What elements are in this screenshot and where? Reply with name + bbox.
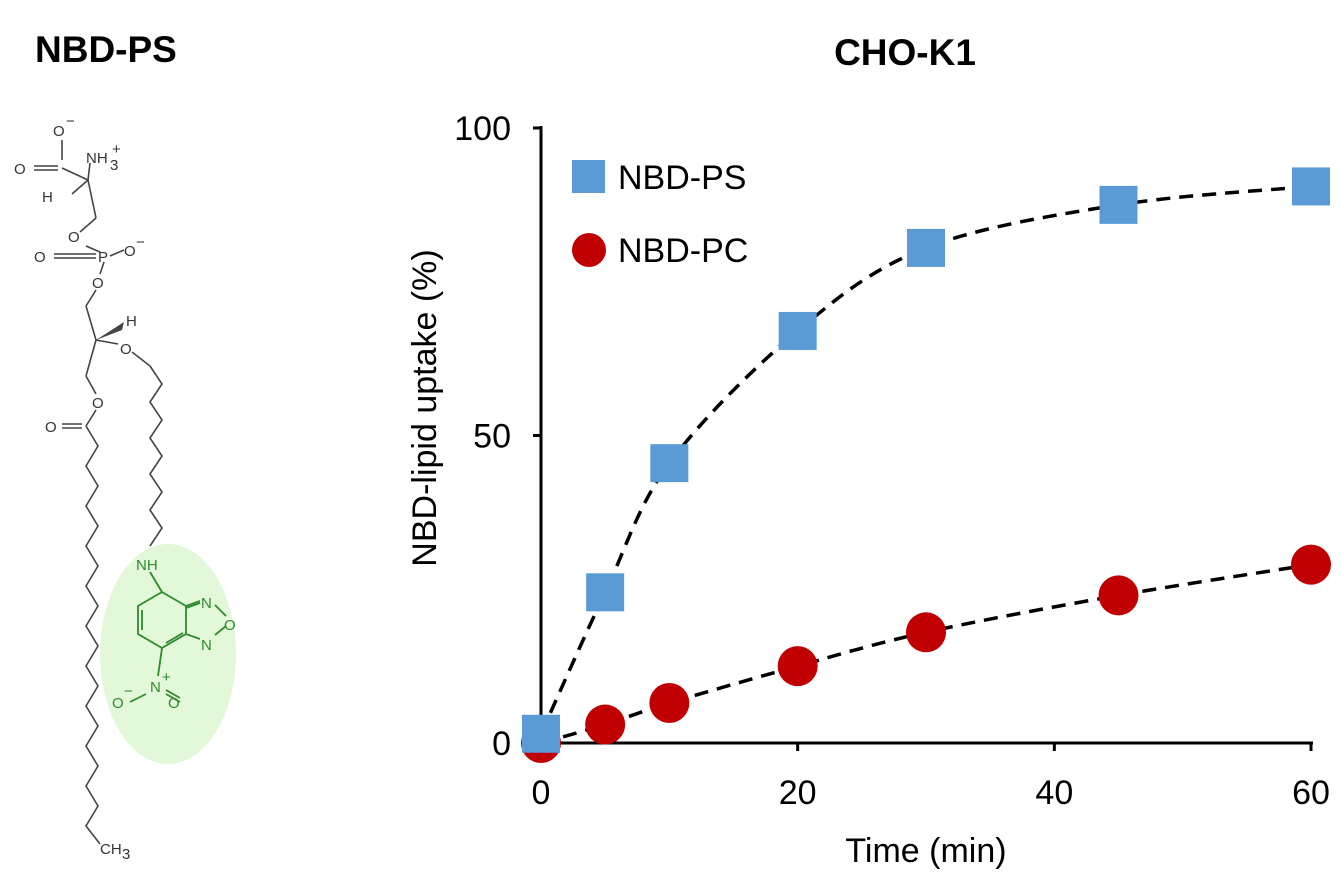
- legend-marker-square: [572, 160, 605, 193]
- x-tick-label: 60: [1292, 774, 1330, 812]
- atom-label: O: [53, 123, 65, 140]
- nbd-ps-structure: O − O NH 3 + H O P O O − O H O O O CH 3 …: [14, 113, 236, 863]
- nbd-highlight: [100, 544, 236, 764]
- atom-label: NH: [136, 557, 158, 574]
- data-point-square: [907, 228, 945, 267]
- atom-label: N: [201, 595, 212, 612]
- structure-title: NBD-PS: [35, 29, 177, 70]
- data-point-circle: [585, 704, 626, 745]
- x-tick-label: 40: [1035, 774, 1073, 812]
- atom-label: O: [120, 341, 132, 358]
- atom-label: N: [201, 637, 212, 654]
- x-ticks: 0 20 40 60: [532, 743, 1330, 812]
- data-point-square: [778, 311, 817, 350]
- atom-label: NH: [86, 150, 108, 167]
- nbd-fluorophore: [129, 571, 227, 703]
- acyl-chain: [85, 425, 101, 845]
- y-tick-label: 0: [492, 725, 511, 763]
- legend-marker-circle: [572, 233, 606, 267]
- x-axis-label: Time (min): [845, 832, 1006, 870]
- wedge-bond: [96, 322, 124, 340]
- legend-label: NBD-PS: [618, 159, 746, 197]
- data-point-circle: [777, 646, 818, 687]
- atom-charge: −: [124, 683, 133, 700]
- atom-label: O: [45, 419, 57, 436]
- x-tick-label: 20: [779, 774, 817, 812]
- data-point-circle: [1098, 575, 1139, 616]
- atom-charge: −: [136, 234, 145, 251]
- data-point-square: [586, 573, 625, 612]
- ether-chain: [149, 365, 163, 547]
- y-ticks: 0 50 100: [454, 110, 541, 763]
- series-markers: [521, 167, 1331, 763]
- atom-label: N: [150, 679, 161, 696]
- atom-label: O: [92, 395, 104, 412]
- chart-area: 0 50 100 0 20 40 60: [454, 110, 1331, 812]
- atom-subscript: 3: [110, 157, 118, 174]
- atom-label: O: [168, 695, 180, 712]
- atom-label: O: [68, 229, 80, 246]
- y-tick-label: 100: [454, 110, 511, 148]
- data-point-circle: [906, 612, 946, 653]
- data-point-square: [522, 714, 560, 753]
- atom-charge: +: [162, 669, 171, 686]
- atom-label: O: [92, 275, 104, 292]
- headgroup-bonds: [34, 140, 151, 429]
- atom-label: O: [112, 695, 124, 712]
- atom-label: O: [14, 161, 26, 178]
- data-point-circle: [649, 683, 690, 724]
- y-tick-label: 50: [473, 418, 511, 456]
- y-axis-label: NBD-lipid uptake (%): [406, 249, 444, 566]
- data-point-square: [1292, 167, 1330, 206]
- legend-label: NBD-PC: [618, 232, 748, 270]
- x-tick-label: 0: [532, 774, 551, 812]
- atom-charge: −: [66, 113, 75, 130]
- atom-label: H: [126, 313, 137, 330]
- data-point-square: [1099, 185, 1138, 224]
- atom-label: H: [42, 189, 53, 206]
- atom-charge: +: [112, 141, 121, 158]
- data-point-square: [650, 444, 689, 483]
- legend: NBD-PS NBD-PC: [572, 159, 748, 270]
- atom-label: P: [98, 249, 108, 266]
- atom-label: O: [124, 243, 136, 260]
- chart-title: CHO-K1: [834, 32, 976, 73]
- atom-label: O: [34, 249, 46, 266]
- data-point-circle: [1291, 544, 1331, 585]
- atom-label: CH: [100, 841, 122, 858]
- atom-subscript: 3: [122, 846, 130, 863]
- atom-label: O: [224, 617, 236, 634]
